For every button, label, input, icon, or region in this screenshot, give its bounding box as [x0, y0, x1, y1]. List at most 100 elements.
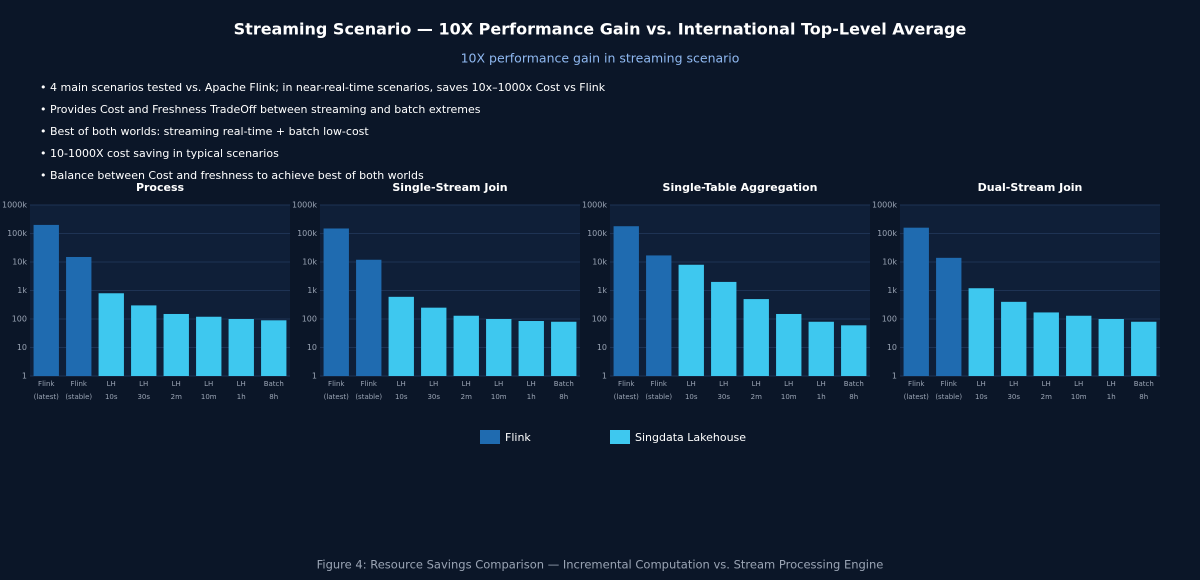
- bar: [1066, 315, 1092, 376]
- x-tick-label: Flink (latest): [614, 380, 639, 401]
- y-tick-label: 10k: [12, 258, 27, 267]
- y-tick-label: 100: [882, 315, 897, 324]
- bar: [66, 256, 92, 376]
- bar: [903, 227, 929, 376]
- x-tick-label: Flink (stable): [65, 380, 92, 401]
- x-tick-label: Flink (stable): [935, 380, 962, 401]
- y-tick-label: 10k: [302, 258, 317, 267]
- y-tick-label: 10k: [882, 258, 897, 267]
- x-tick-label: LH 30s: [1007, 380, 1020, 401]
- y-tick-label: 1: [312, 372, 317, 381]
- x-tick-label: LH 10s: [975, 380, 988, 401]
- x-tick-label: LH 10s: [395, 380, 408, 401]
- x-tick-label: LH 10m: [781, 380, 797, 401]
- chart-title: Single-Table Aggregation: [663, 181, 818, 194]
- bullet: Balance between Cost and freshness to ac…: [40, 168, 605, 190]
- bar: [33, 224, 59, 376]
- caption: Figure 4: Resource Savings Comparison — …: [317, 558, 884, 572]
- y-tick-label: 100k: [587, 229, 607, 238]
- bar: [646, 255, 672, 376]
- x-tick-label: Flink (latest): [324, 380, 349, 401]
- x-tick-label: Flink (latest): [904, 380, 929, 401]
- x-tick-label: LH 10m: [1071, 380, 1087, 401]
- y-tick-label: 1: [602, 372, 607, 381]
- y-tick-label: 1k: [17, 286, 27, 295]
- y-tick-label: 100: [592, 315, 607, 324]
- y-tick-label: 10: [597, 343, 607, 352]
- bar: [711, 281, 737, 376]
- y-tick-label: 1000k: [292, 201, 317, 210]
- y-tick-label: 1: [22, 372, 27, 381]
- bar: [421, 307, 447, 376]
- y-tick-label: 1000k: [2, 201, 27, 210]
- bar: [678, 264, 704, 376]
- x-tick-label: LH 30s: [427, 380, 440, 401]
- x-tick-label: LH 10m: [201, 380, 217, 401]
- y-tick-label: 10: [887, 343, 897, 352]
- legend-label: Singdata Lakehouse: [635, 431, 746, 444]
- bar: [808, 321, 834, 376]
- x-tick-label: LH 2m: [751, 380, 762, 401]
- y-tick-label: 1000k: [872, 201, 897, 210]
- x-tick-label: LH 1h: [817, 380, 826, 401]
- bar: [1131, 321, 1157, 376]
- y-tick-label: 100: [302, 315, 317, 324]
- x-tick-label: LH 30s: [137, 380, 150, 401]
- bar: [98, 293, 124, 376]
- x-tick-label: LH 2m: [1041, 380, 1052, 401]
- x-tick-label: Batch 8h: [554, 380, 574, 401]
- y-tick-label: 10: [17, 343, 27, 352]
- y-tick-label: 100k: [877, 229, 897, 238]
- y-tick-label: 1k: [307, 286, 317, 295]
- bullet-list: 4 main scenarios tested vs. Apache Flink…: [40, 80, 605, 190]
- bar: [518, 321, 544, 376]
- x-tick-label: LH 30s: [717, 380, 730, 401]
- y-tick-label: 1k: [597, 286, 607, 295]
- y-tick-label: 100k: [297, 229, 317, 238]
- y-tick-label: 10k: [592, 258, 607, 267]
- y-tick-label: 10: [307, 343, 317, 352]
- x-tick-label: LH 10s: [105, 380, 118, 401]
- bar: [323, 228, 349, 376]
- x-tick-label: LH 10s: [685, 380, 698, 401]
- bar: [841, 325, 867, 376]
- x-tick-label: LH 1h: [237, 380, 246, 401]
- bar: [1033, 312, 1059, 376]
- bar: [1098, 319, 1124, 376]
- bar: [388, 296, 414, 376]
- bar: [453, 315, 479, 376]
- bullet: 10-1000X cost saving in typical scenario…: [40, 146, 605, 168]
- x-tick-label: Flink (stable): [645, 380, 672, 401]
- bar: [486, 319, 512, 376]
- bar: [613, 226, 639, 376]
- y-tick-label: 1k: [887, 286, 897, 295]
- y-tick-label: 1: [892, 372, 897, 381]
- y-tick-label: 100: [12, 315, 27, 324]
- bar: [968, 288, 994, 376]
- y-tick-label: 100k: [7, 229, 27, 238]
- bar: [936, 257, 962, 376]
- bar: [131, 305, 157, 376]
- legend-label: Flink: [505, 431, 531, 444]
- bar: [163, 313, 189, 376]
- bar: [551, 321, 577, 376]
- bar: [196, 316, 222, 376]
- bar: [1001, 301, 1027, 376]
- x-tick-label: LH 1h: [527, 380, 536, 401]
- page-subtitle: 10X performance gain in streaming scenar…: [461, 51, 740, 66]
- bar: [261, 320, 287, 376]
- y-tick-label: 1000k: [582, 201, 607, 210]
- bar: [356, 259, 382, 376]
- bullet: Provides Cost and Freshness TradeOff bet…: [40, 102, 605, 124]
- x-tick-label: LH 2m: [171, 380, 182, 401]
- bar: [776, 313, 802, 376]
- chart-title: Dual-Stream Join: [978, 181, 1083, 194]
- bullet: 4 main scenarios tested vs. Apache Flink…: [40, 80, 605, 102]
- bullet: Best of both worlds: streaming real-time…: [40, 124, 605, 146]
- x-tick-label: Flink (stable): [355, 380, 382, 401]
- bar: [743, 299, 769, 376]
- x-tick-label: LH 1h: [1107, 380, 1116, 401]
- x-tick-label: Batch 8h: [264, 380, 284, 401]
- x-tick-label: LH 10m: [491, 380, 507, 401]
